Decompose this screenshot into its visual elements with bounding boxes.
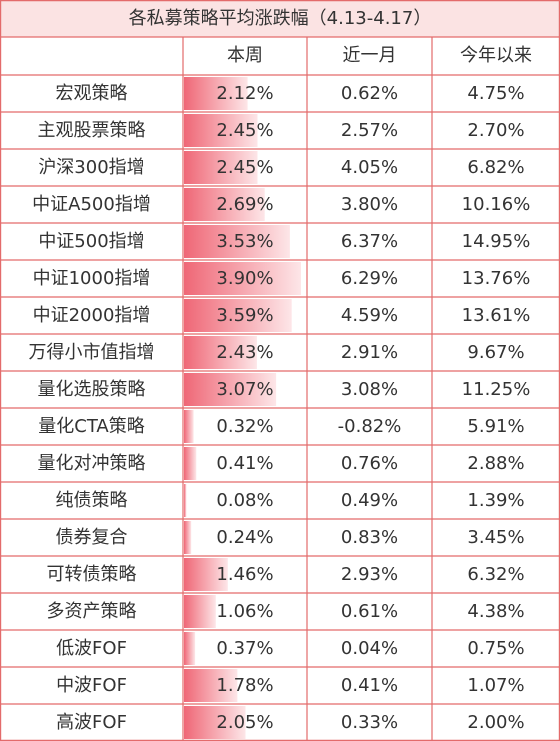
- cell: 2.93%: [341, 564, 398, 585]
- cell: 2.70%: [467, 120, 524, 141]
- cell: 10.16%: [462, 194, 531, 215]
- data-bar: [184, 373, 277, 406]
- row-label: 中证A500指增: [32, 194, 151, 215]
- cell: 1.06%: [216, 601, 273, 622]
- cell: 14.95%: [462, 231, 531, 252]
- data-bar: [184, 706, 246, 739]
- cell: 2.12%: [216, 83, 273, 104]
- row-label: 中波FOF: [56, 675, 127, 696]
- cell: 5.91%: [467, 416, 524, 437]
- row-label: 中证1000指增: [33, 268, 151, 289]
- data-bar: [184, 669, 238, 702]
- cell: 2.45%: [216, 120, 273, 141]
- cell: 2.88%: [467, 453, 524, 474]
- cell: 0.61%: [341, 601, 398, 622]
- title-background: [0, 0, 560, 37]
- cell: 2.43%: [216, 342, 273, 363]
- data-bar: [184, 77, 248, 110]
- data-bar: [184, 336, 257, 369]
- row-label: 宏观策略: [56, 83, 128, 104]
- cell: 1.46%: [216, 564, 273, 585]
- cell: 1.07%: [467, 675, 524, 696]
- cell: 13.61%: [462, 305, 531, 326]
- row-label: 量化CTA策略: [38, 416, 144, 437]
- cell: 0.62%: [341, 83, 398, 104]
- cell: 0.32%: [216, 416, 273, 437]
- column-header: 本周: [227, 45, 263, 66]
- row-label: 量化选股策略: [38, 379, 146, 400]
- cell: 0.24%: [216, 527, 273, 548]
- cell: 0.83%: [341, 527, 398, 548]
- cell: 9.67%: [467, 342, 524, 363]
- cell: 2.69%: [216, 194, 273, 215]
- data-bar: [184, 299, 292, 332]
- data-bar: [184, 632, 196, 665]
- cell: 0.04%: [341, 638, 398, 659]
- cell: 6.29%: [341, 268, 398, 289]
- data-bar: [184, 558, 228, 591]
- data-bar: [184, 114, 258, 147]
- cell: 0.33%: [341, 712, 398, 733]
- cell: 3.08%: [341, 379, 398, 400]
- data-bar: [184, 484, 187, 517]
- row-label: 债券复合: [56, 527, 128, 548]
- cell: 0.08%: [216, 490, 273, 511]
- cell: 1.39%: [467, 490, 524, 511]
- cell: 0.76%: [341, 453, 398, 474]
- cell: 4.75%: [467, 83, 524, 104]
- cell: 3.90%: [216, 268, 273, 289]
- data-bar: [184, 225, 290, 258]
- row-label: 中证2000指增: [33, 305, 151, 326]
- cell: -0.82%: [338, 416, 402, 437]
- row-label: 主观股票策略: [38, 120, 146, 141]
- cell: 4.38%: [467, 601, 524, 622]
- cell: 3.53%: [216, 231, 273, 252]
- cell: 3.45%: [467, 527, 524, 548]
- row-label: 纯债策略: [56, 490, 128, 511]
- cell: 0.75%: [467, 638, 524, 659]
- data-bar: [184, 595, 216, 628]
- cell: 6.32%: [467, 564, 524, 585]
- cell: 4.05%: [341, 157, 398, 178]
- cell: 0.41%: [341, 675, 398, 696]
- row-label: 万得小市值指增: [29, 342, 155, 363]
- cell: 11.25%: [462, 379, 531, 400]
- row-label: 可转债策略: [47, 564, 137, 585]
- row-label: 中证500指增: [38, 231, 144, 252]
- cell: 3.80%: [341, 194, 398, 215]
- cell: 3.07%: [216, 379, 273, 400]
- cell: 2.05%: [216, 712, 273, 733]
- cell: 13.76%: [462, 268, 531, 289]
- cell: 2.45%: [216, 157, 273, 178]
- data-bar: [184, 447, 197, 480]
- data-bar: [184, 262, 301, 295]
- data-bar: [184, 188, 265, 221]
- cell: 2.57%: [341, 120, 398, 141]
- cell: 2.91%: [341, 342, 398, 363]
- cell: 0.41%: [216, 453, 273, 474]
- cell: 1.78%: [216, 675, 273, 696]
- data-bar: [184, 410, 194, 443]
- cell: 2.00%: [467, 712, 524, 733]
- data-bar: [184, 151, 258, 184]
- row-label: 多资产策略: [47, 601, 137, 622]
- data-bar: [184, 521, 192, 554]
- cell: 6.37%: [341, 231, 398, 252]
- cell: 6.82%: [467, 157, 524, 178]
- cell: 3.59%: [216, 305, 273, 326]
- column-header: 今年以来: [460, 45, 532, 66]
- cell: 4.59%: [341, 305, 398, 326]
- title: 各私募策略平均涨跌幅（4.13-4.17）: [129, 8, 432, 29]
- column-header: 近一月: [343, 45, 397, 66]
- row-label: 量化对冲策略: [38, 453, 146, 474]
- row-label: 低波FOF: [56, 638, 127, 659]
- row-label: 沪深300指增: [38, 157, 144, 178]
- cell: 0.49%: [341, 490, 398, 511]
- cell: 0.37%: [216, 638, 273, 659]
- row-label: 高波FOF: [56, 712, 127, 733]
